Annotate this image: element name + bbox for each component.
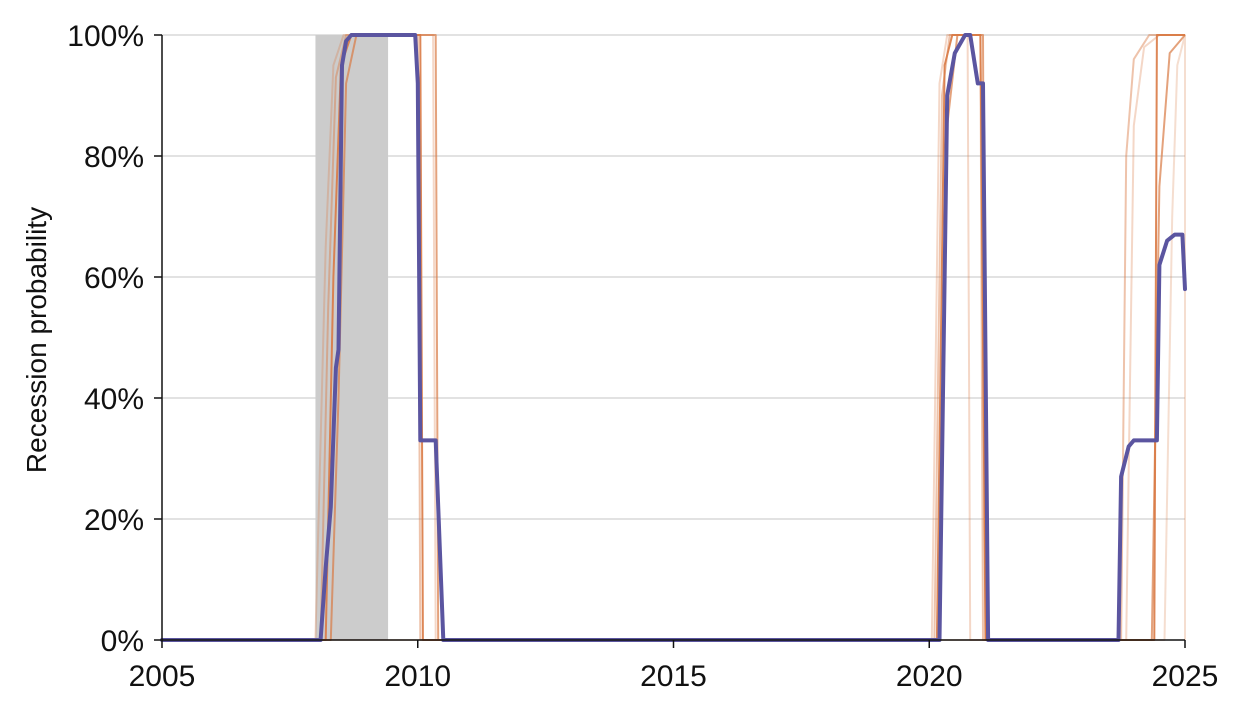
x-tick-label: 2020 [896,660,963,693]
y-tick-label: 0% [101,625,144,658]
x-tick-label: 2025 [1152,660,1219,693]
x-tick-label: 2005 [129,660,196,693]
tick-labels-layer: 0% 20% 40% 60% 80% 100% 2005 2010 2015 2020 2025 [67,20,1218,693]
y-tick-label: 20% [84,504,144,537]
y-axis-title: Recession probability [21,207,52,473]
y-tick-label: 80% [84,141,144,174]
x-tick-label: 2015 [640,660,707,693]
series-line-vintage-3 [162,34,1185,641]
series-line-vintage-4 [162,34,1185,641]
axis-layer [154,34,1186,648]
y-tick-label: 60% [84,262,144,295]
x-tick-label: 2010 [384,660,451,693]
y-tick-label: 40% [84,383,144,416]
y-tick-label: 100% [67,20,144,53]
